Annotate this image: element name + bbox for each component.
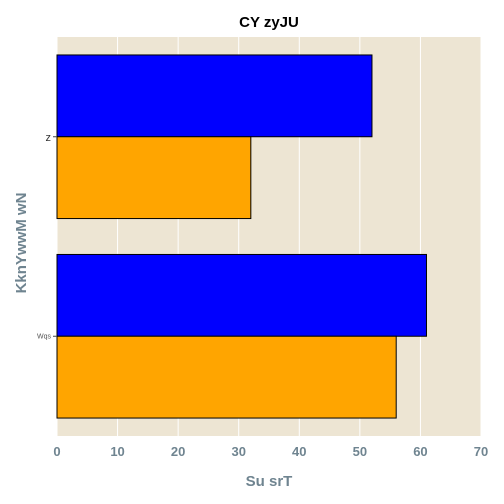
x-tick-label: 30 <box>231 444 245 459</box>
x-tick-label: 40 <box>292 444 306 459</box>
bars <box>56 54 427 419</box>
y-tick-label: z <box>46 132 52 144</box>
y-tick-label: Wqs <box>37 333 52 340</box>
bar <box>56 136 252 220</box>
x-tick-label: 60 <box>413 444 427 459</box>
bar <box>56 335 397 419</box>
x-axis-ticks: 0 10 20 30 40 50 60 70 <box>53 444 488 459</box>
x-tick-label: 0 <box>53 444 60 459</box>
x-tick-label: 10 <box>110 444 124 459</box>
x-tick-label: 70 <box>474 444 488 459</box>
bar <box>56 253 427 337</box>
y-axis-ticks: z Wqs <box>37 132 57 340</box>
bar <box>56 54 373 138</box>
x-tick-label: 20 <box>171 444 185 459</box>
x-tick-label: 50 <box>353 444 367 459</box>
chart-title: CY zyJU <box>239 14 299 31</box>
x-axis-label: Su srT <box>246 473 293 490</box>
y-axis-label: KknYwwM wN <box>13 193 30 294</box>
